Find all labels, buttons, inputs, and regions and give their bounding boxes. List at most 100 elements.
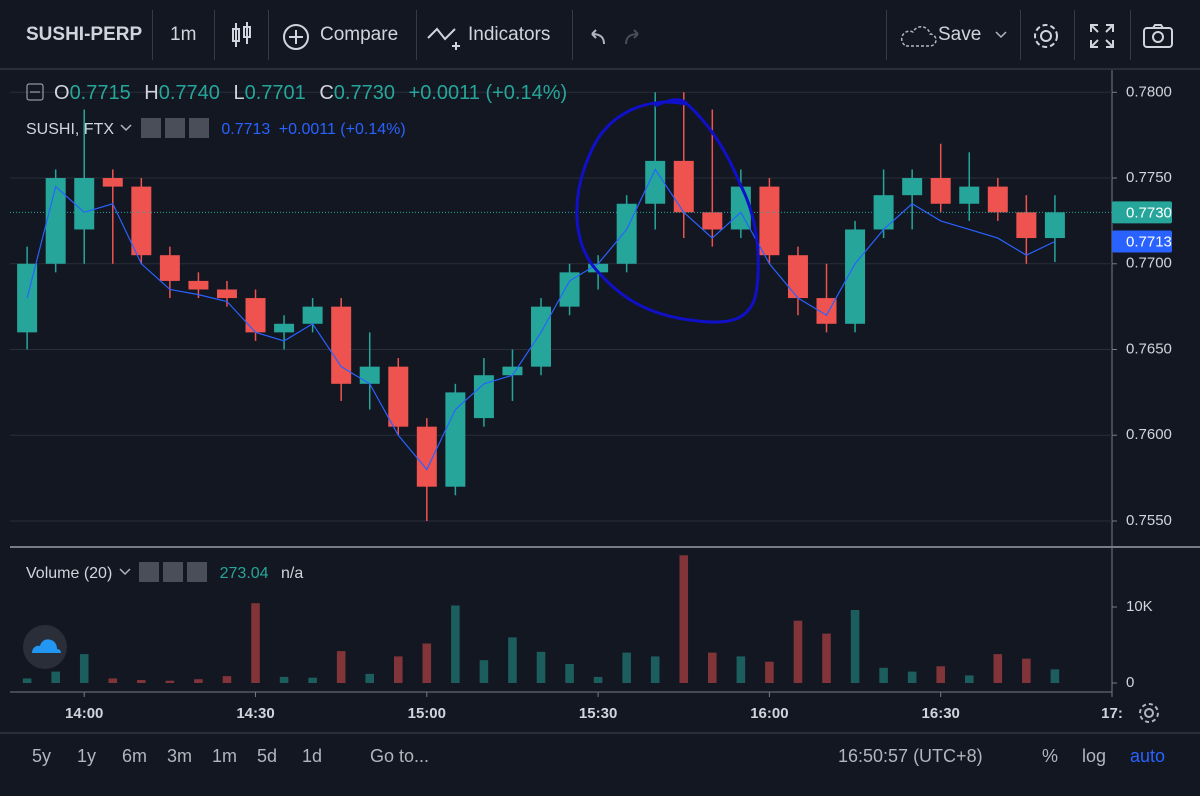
compare-icon[interactable]: [282, 23, 310, 51]
save-button[interactable]: Save: [938, 24, 982, 45]
volume-name: Volume (20): [26, 565, 113, 582]
y-tick-label: 0.7550: [1126, 512, 1172, 529]
range-button[interactable]: 1m: [212, 746, 238, 766]
candle-body: [845, 229, 866, 324]
indicators-icon[interactable]: [426, 22, 466, 52]
candle-body: [759, 186, 780, 256]
volume-bar: [393, 656, 403, 684]
log-toggle[interactable]: log: [1082, 746, 1107, 766]
overlay-line: [26, 168, 1056, 471]
volume-legend: Volume (20) 273.04 n/a: [26, 562, 303, 583]
volume-bar: [279, 676, 289, 684]
volume-bar: [479, 660, 489, 684]
volume-bar: [879, 667, 888, 684]
chart-style-icon[interactable]: [228, 20, 254, 50]
candle-body: [930, 178, 951, 204]
axis-settings-icon[interactable]: [1136, 700, 1162, 726]
range-button[interactable]: 6m: [122, 746, 148, 766]
range-button[interactable]: 5d: [257, 746, 278, 766]
volume-value: 273.04: [219, 565, 269, 582]
range-button[interactable]: 3m: [167, 746, 193, 766]
y-tick-label: 10K: [1126, 598, 1153, 615]
candle-body: [502, 366, 523, 376]
range-button[interactable]: 1y: [77, 746, 97, 766]
candle-body: [302, 306, 323, 324]
volume-bar: [850, 610, 860, 684]
x-tick-label: 14:00: [65, 705, 103, 722]
volume-bar: [793, 620, 803, 684]
overlay-menu-arrow[interactable]: [118, 122, 134, 134]
y-tick-label: 0.7800: [1126, 83, 1172, 100]
volume-bar: [1022, 658, 1031, 684]
volume-bar: [536, 651, 546, 684]
tradingview-logo[interactable]: [22, 624, 68, 670]
volume-controls[interactable]: [137, 562, 211, 582]
y-tick-label: 0.7750: [1126, 169, 1172, 186]
y-tick-label: 0.7650: [1126, 340, 1172, 357]
low-label: L: [233, 82, 245, 104]
toolbar: SUSHI-PERP 1m Compare Indicators Save: [0, 0, 1200, 70]
candle-body: [1044, 212, 1065, 239]
volume-bar: [165, 680, 175, 684]
candle-body: [445, 392, 466, 487]
candle-body: [959, 186, 980, 204]
volume-bar: [822, 633, 831, 684]
overlay-legend: SUSHI, FTX 0.7713 +0.0011 (+0.14%): [26, 118, 406, 139]
volume-menu-arrow[interactable]: [117, 566, 133, 578]
volume-bar: [451, 605, 460, 684]
x-tick-label: 14:30: [236, 705, 274, 722]
overlay-price: 0.7713: [221, 121, 271, 138]
volume-bar: [51, 671, 60, 684]
candle-body: [1016, 212, 1037, 239]
volume-bar: [736, 656, 746, 684]
symbol-button[interactable]: SUSHI-PERP: [26, 24, 143, 45]
low-value: 0.7701: [244, 82, 306, 104]
candle-body: [902, 178, 923, 196]
volume-bar: [422, 643, 432, 684]
volume-bar: [194, 679, 203, 684]
candle-body: [416, 426, 437, 487]
high-label: H: [144, 82, 159, 104]
overlay-controls[interactable]: [139, 118, 213, 138]
candle-body: [45, 178, 66, 264]
close-label: C: [319, 82, 334, 104]
volume-bar: [650, 656, 660, 684]
indicators-button[interactable]: Indicators: [468, 24, 551, 45]
candle-body: [359, 366, 380, 384]
fullscreen-icon[interactable]: [1088, 22, 1116, 50]
price-tag-label: 0.7730: [1126, 204, 1172, 221]
candle-body: [645, 160, 666, 204]
volume-bar: [336, 651, 346, 684]
volume-bar: [308, 677, 317, 684]
compare-button[interactable]: Compare: [320, 24, 399, 45]
clock: 16:50:57 (UTC+8): [838, 746, 983, 766]
candle-body: [816, 298, 837, 324]
volume-bar: [79, 654, 89, 684]
close-value: 0.7730: [333, 82, 395, 104]
undo-redo-icons[interactable]: [584, 26, 644, 50]
collapse-icon[interactable]: [26, 83, 44, 101]
settings-icon[interactable]: [1030, 20, 1062, 52]
candle-body: [987, 186, 1008, 213]
save-icon[interactable]: [898, 24, 938, 50]
candle-body: [730, 186, 751, 230]
change-value: +0.0011 (+0.14%): [408, 82, 568, 104]
volume-bar: [222, 676, 232, 684]
candle-body: [787, 255, 808, 299]
percent-toggle[interactable]: %: [1042, 746, 1059, 766]
volume-bar: [993, 654, 1003, 684]
volume-bar: [365, 673, 375, 684]
auto-toggle[interactable]: auto: [1130, 746, 1166, 766]
open-label: O: [54, 82, 70, 104]
range-button[interactable]: 5y: [32, 746, 52, 766]
screenshot-icon[interactable]: [1142, 22, 1174, 50]
y-tick-label: 0.7600: [1126, 426, 1172, 443]
open-value: 0.7715: [69, 82, 131, 104]
y-tick-label: 0: [1126, 674, 1134, 691]
goto-button[interactable]: Go to...: [370, 746, 430, 766]
interval-button[interactable]: 1m: [170, 24, 197, 45]
price-tag: [1112, 230, 1172, 253]
range-button[interactable]: 1d: [302, 746, 323, 766]
save-menu-arrow[interactable]: [994, 30, 1008, 40]
